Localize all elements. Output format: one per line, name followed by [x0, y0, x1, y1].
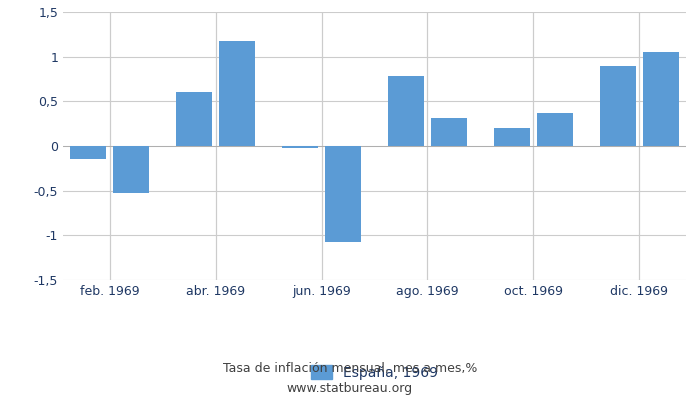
- Bar: [389, 76, 424, 146]
- Bar: [325, 146, 360, 242]
- Bar: [494, 128, 531, 146]
- Bar: [282, 146, 318, 148]
- Bar: [600, 66, 636, 146]
- Bar: [219, 40, 255, 146]
- Bar: [643, 52, 678, 146]
- Bar: [430, 118, 467, 146]
- Legend: España, 1969: España, 1969: [305, 360, 444, 386]
- Bar: [71, 146, 106, 159]
- Bar: [176, 92, 212, 146]
- Bar: [537, 113, 573, 146]
- Text: Tasa de inflación mensual, mes a mes,%: Tasa de inflación mensual, mes a mes,%: [223, 362, 477, 375]
- Bar: [113, 146, 149, 193]
- Text: www.statbureau.org: www.statbureau.org: [287, 382, 413, 395]
